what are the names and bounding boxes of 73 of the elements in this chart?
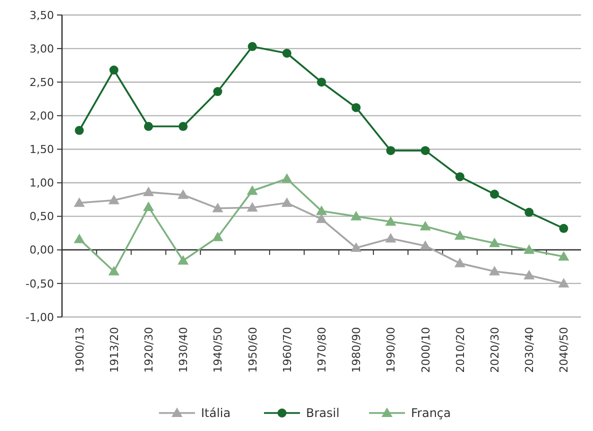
point — [281, 197, 292, 207]
point — [454, 230, 466, 240]
x-tick-label: 2020/30 — [488, 327, 502, 373]
x-tick-label: 1913/20 — [108, 327, 121, 373]
point — [420, 240, 431, 250]
point — [144, 122, 153, 131]
point — [386, 146, 396, 156]
y-tick-label: 1,00 — [30, 176, 54, 190]
point — [559, 224, 568, 233]
point — [524, 208, 534, 217]
point — [385, 232, 396, 242]
y-tick-label: 2,50 — [30, 76, 54, 89]
x-tick-label: 2040/50 — [558, 327, 571, 373]
point — [74, 197, 85, 207]
y-tick-label: -0,50 — [26, 277, 54, 290]
x-tick-label: 1980/90 — [350, 327, 364, 373]
point — [281, 173, 292, 183]
point — [212, 232, 224, 242]
x-tick-label: 1970/80 — [316, 327, 328, 373]
x-tick-label: 1930/40 — [177, 327, 190, 373]
point — [282, 48, 292, 58]
point — [316, 214, 327, 224]
x-tick-label: 1900/13 — [73, 327, 86, 373]
point — [316, 205, 327, 215]
legend-label: Brasil — [306, 406, 340, 420]
point — [246, 202, 258, 212]
y-tick-label: 1,50 — [30, 143, 54, 156]
x-tick-label: 2000/10 — [419, 327, 432, 373]
point — [74, 234, 85, 244]
point — [317, 78, 326, 87]
legend-label: França — [411, 406, 451, 420]
point — [248, 42, 257, 52]
x-tick-label: 2030/40 — [523, 327, 536, 373]
point — [178, 255, 189, 265]
point — [143, 186, 154, 196]
point — [420, 220, 431, 230]
point — [489, 238, 500, 248]
point — [454, 258, 466, 268]
x-tick-label: 1960/70 — [280, 327, 294, 373]
point — [108, 266, 120, 276]
point — [352, 103, 361, 112]
x-tick-label: 1990/00 — [384, 327, 398, 373]
y-tick-label: 2,00 — [30, 110, 54, 123]
point — [420, 146, 430, 156]
point — [143, 201, 154, 211]
point — [178, 189, 189, 199]
point — [490, 190, 499, 199]
point — [212, 202, 224, 212]
y-tick-label: 0,50 — [30, 210, 54, 224]
point — [558, 251, 570, 261]
point — [74, 126, 84, 135]
point — [108, 194, 120, 204]
legend-label: Itália — [201, 406, 231, 420]
point — [558, 278, 570, 288]
point — [385, 216, 396, 226]
point — [178, 122, 188, 131]
x-tick-label: 1950/60 — [246, 327, 260, 373]
x-tick-label: 2010/20 — [454, 327, 467, 373]
y-tick-label: 3,00 — [30, 42, 54, 56]
point — [489, 266, 500, 276]
point — [455, 172, 464, 182]
point — [524, 270, 535, 280]
point — [524, 244, 535, 254]
point — [109, 66, 118, 75]
x-tick-label: 1920/30 — [142, 327, 156, 373]
y-tick-label: 0,00 — [30, 244, 54, 257]
point — [246, 185, 258, 195]
point — [350, 210, 362, 220]
y-tick-label: -1,00 — [26, 310, 54, 324]
point — [350, 242, 362, 252]
x-tick-label: 1940/50 — [212, 327, 225, 373]
point — [213, 87, 222, 96]
y-tick-label: 3,50 — [30, 8, 54, 22]
